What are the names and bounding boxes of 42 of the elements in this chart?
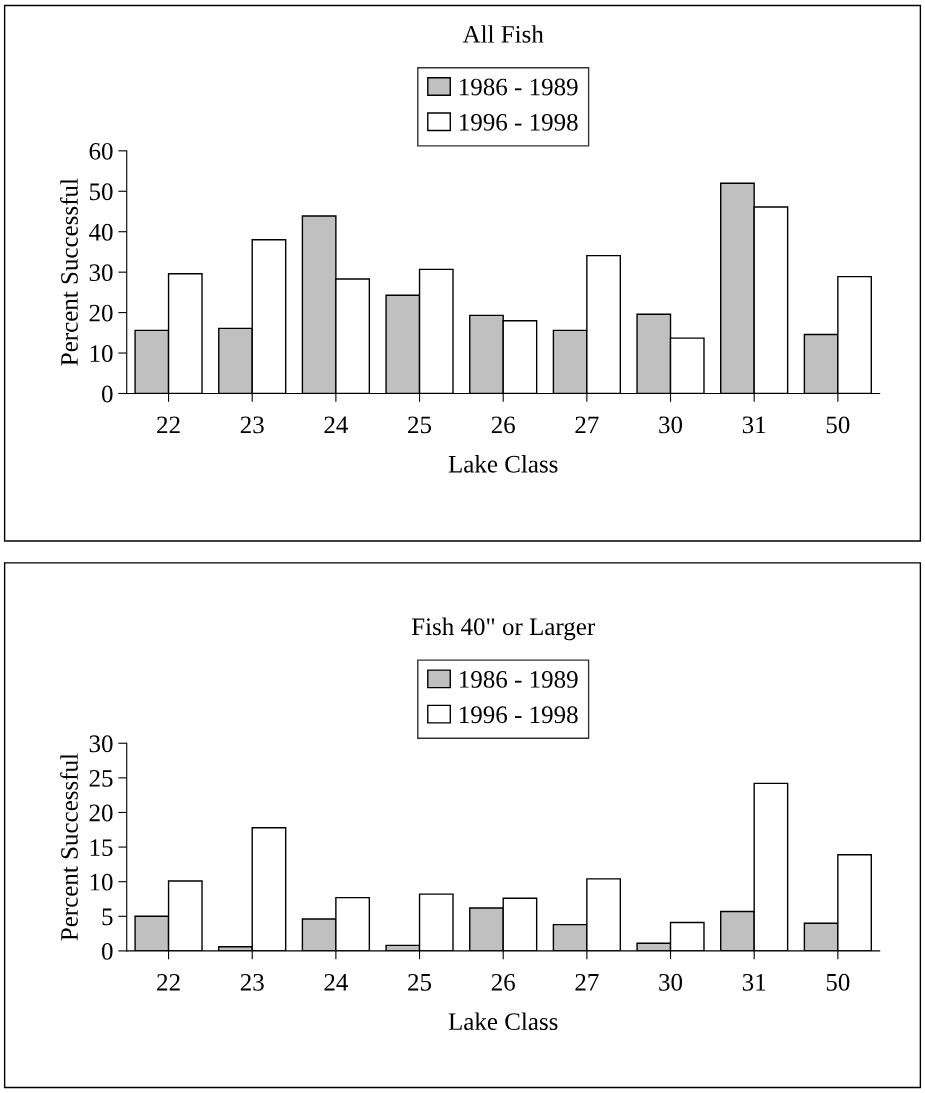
y-tick-label: 10	[90, 345, 113, 362]
y-tick-label: 50	[89, 183, 113, 201]
y-tick-label: 15	[90, 839, 113, 856]
y-axis-title: Percent Successful	[60, 178, 78, 366]
legend-label: 1996 - 1998	[459, 113, 578, 131]
x-tick-label: 23	[240, 416, 264, 434]
x-tick-label: 50	[826, 416, 850, 434]
y-tick-label: 30	[89, 735, 113, 753]
y-tick-label: 40	[89, 223, 113, 241]
x-tick-label: 30	[659, 416, 683, 434]
x-tick-label: 31	[742, 973, 766, 991]
y-tick-label: 20	[89, 304, 113, 322]
x-tick-label: 26	[491, 416, 515, 434]
y-tick-label: 10	[90, 873, 113, 891]
y-tick-label: 30	[89, 264, 113, 282]
x-tick-label: 23	[240, 973, 264, 991]
y-tick-label: 60	[89, 142, 113, 160]
x-tick-label: 27	[575, 416, 599, 434]
y-tick-label: 5	[102, 908, 113, 926]
legend-label: 1986 - 1989	[459, 78, 578, 96]
chart-title: All Fish	[462, 25, 544, 43]
y-axis-title: Percent Successful	[60, 753, 78, 941]
legend-label: 1996 - 1998	[459, 706, 578, 724]
x-tick-label: 31	[742, 416, 766, 434]
x-axis-title: Lake Class	[448, 455, 558, 473]
legend-label: 1986 - 1989	[459, 670, 578, 688]
x-tick-label: 22	[157, 416, 180, 434]
x-tick-label: 24	[324, 416, 348, 434]
x-tick-label: 25	[408, 416, 432, 434]
y-tick-label: 25	[89, 769, 113, 787]
x-tick-label: 50	[826, 973, 850, 991]
y-tick-label: 0	[101, 942, 113, 960]
x-tick-label: 22	[157, 973, 180, 991]
x-tick-label: 26	[491, 973, 515, 991]
x-tick-label: 24	[324, 973, 348, 991]
x-axis-title: Lake Class	[448, 1012, 558, 1031]
x-tick-label: 27	[575, 973, 599, 991]
x-tick-label: 25	[408, 973, 432, 991]
x-tick-label: 30	[659, 973, 683, 991]
y-tick-label: 20	[89, 804, 113, 822]
chart-title: Fish 40" or Larger	[411, 617, 595, 641]
y-tick-label: 0	[101, 385, 113, 403]
